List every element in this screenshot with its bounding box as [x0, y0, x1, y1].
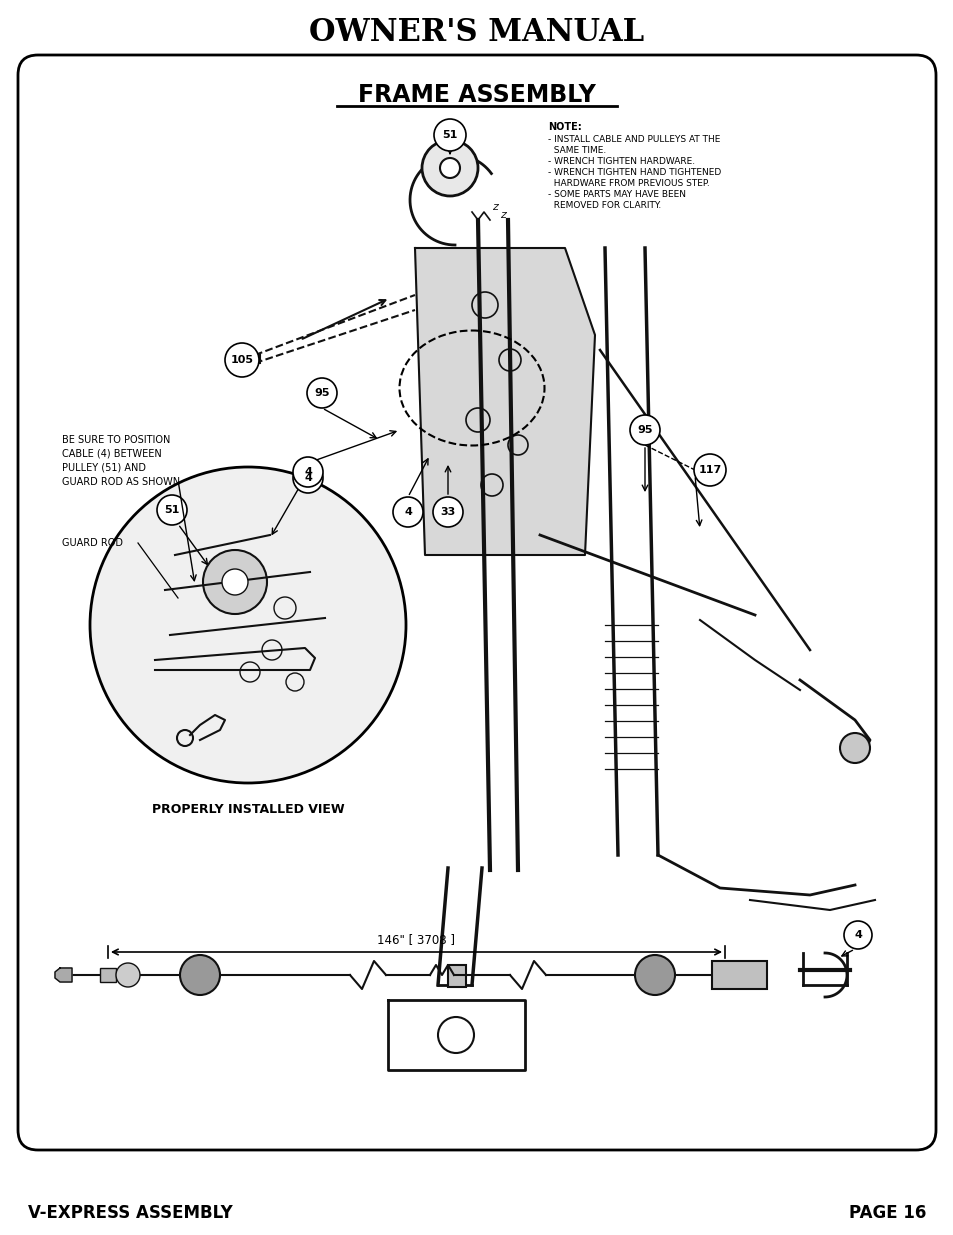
Text: - INSTALL CABLE AND PULLEYS AT THE: - INSTALL CABLE AND PULLEYS AT THE [547, 135, 720, 144]
Text: V-EXPRESS ASSEMBLY: V-EXPRESS ASSEMBLY [28, 1204, 233, 1221]
Circle shape [203, 550, 267, 614]
Text: PROPERLY INSTALLED VIEW: PROPERLY INSTALLED VIEW [152, 803, 344, 816]
Circle shape [293, 463, 323, 493]
Circle shape [180, 955, 220, 995]
Text: z: z [492, 203, 497, 212]
Circle shape [421, 140, 477, 196]
Text: SAME TIME.: SAME TIME. [547, 146, 605, 156]
Text: 33: 33 [440, 508, 456, 517]
Text: HARDWARE FROM PREVIOUS STEP.: HARDWARE FROM PREVIOUS STEP. [547, 179, 709, 188]
Text: GUARD ROD: GUARD ROD [62, 538, 123, 548]
Circle shape [116, 963, 140, 987]
Circle shape [840, 734, 869, 763]
Text: 105: 105 [231, 354, 253, 366]
Text: 95: 95 [637, 425, 652, 435]
Circle shape [393, 496, 422, 527]
Text: OWNER'S MANUAL: OWNER'S MANUAL [309, 16, 644, 47]
Circle shape [629, 415, 659, 445]
Text: z: z [499, 210, 505, 220]
Circle shape [843, 921, 871, 948]
Text: FRAME ASSEMBLY: FRAME ASSEMBLY [357, 83, 596, 107]
Text: 4: 4 [304, 473, 312, 483]
Circle shape [635, 955, 675, 995]
Bar [100, 968, 116, 982]
Text: 4: 4 [304, 467, 312, 477]
Circle shape [439, 158, 459, 178]
Circle shape [222, 569, 248, 595]
Text: 51: 51 [442, 130, 457, 140]
Text: 51: 51 [164, 505, 179, 515]
FancyBboxPatch shape [18, 56, 935, 1150]
Text: REMOVED FOR CLARITY.: REMOVED FOR CLARITY. [547, 201, 660, 210]
Circle shape [433, 496, 462, 527]
Circle shape [225, 343, 258, 377]
Text: 146" [ 3708 ]: 146" [ 3708 ] [376, 932, 455, 946]
Circle shape [693, 454, 725, 487]
Polygon shape [415, 248, 595, 555]
Text: 4: 4 [853, 930, 861, 940]
Bar [711, 961, 766, 989]
Circle shape [434, 119, 465, 151]
Text: 95: 95 [314, 388, 330, 398]
Text: PAGE 16: PAGE 16 [848, 1204, 925, 1221]
Text: 4: 4 [404, 508, 412, 517]
Text: 117: 117 [698, 466, 720, 475]
Circle shape [307, 378, 336, 408]
Circle shape [90, 467, 406, 783]
Text: - SOME PARTS MAY HAVE BEEN: - SOME PARTS MAY HAVE BEEN [547, 190, 685, 199]
Text: BE SURE TO POSITION
CABLE (4) BETWEEN
PULLEY (51) AND
GUARD ROD AS SHOWN: BE SURE TO POSITION CABLE (4) BETWEEN PU… [62, 435, 180, 487]
Polygon shape [55, 968, 71, 982]
Circle shape [157, 495, 187, 525]
Bar [448, 965, 465, 987]
Circle shape [293, 457, 323, 487]
Text: NOTE:: NOTE: [547, 122, 581, 132]
Text: - WRENCH TIGHTEN HAND TIGHTENED: - WRENCH TIGHTEN HAND TIGHTENED [547, 168, 720, 177]
Text: - WRENCH TIGHTEN HARDWARE.: - WRENCH TIGHTEN HARDWARE. [547, 157, 695, 165]
